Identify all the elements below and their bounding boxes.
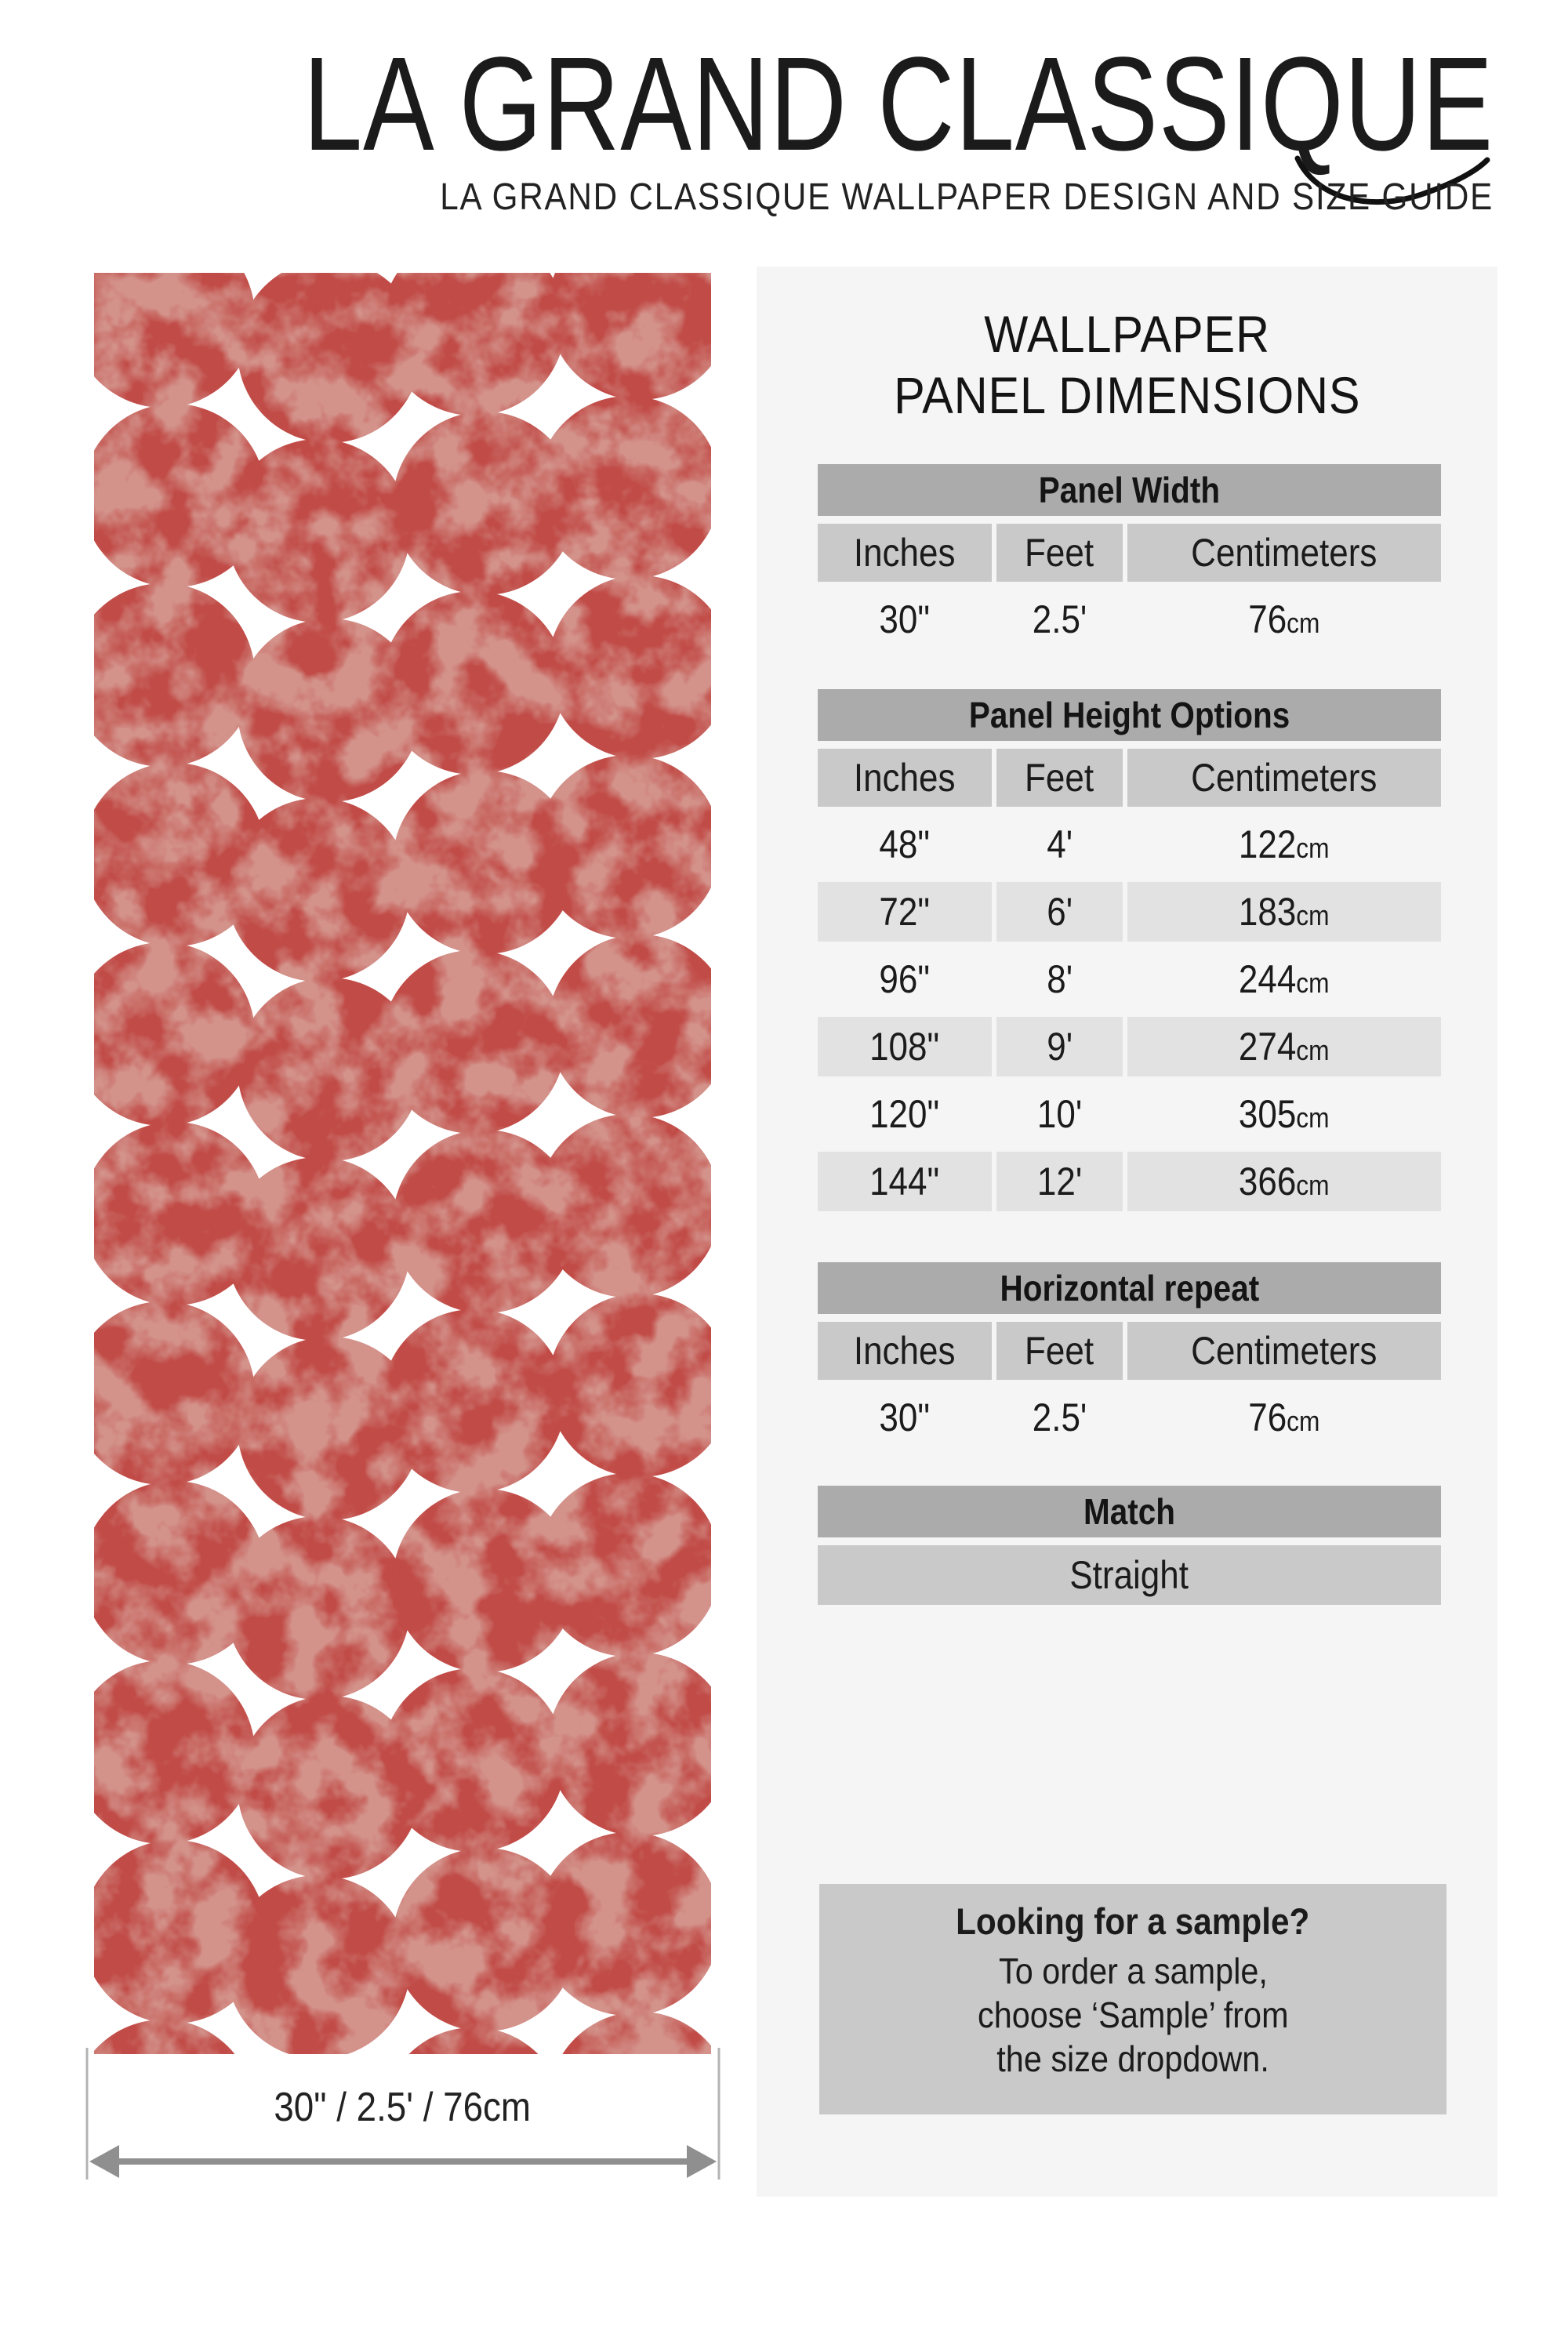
panel-height-column-headers: Inches Feet Centimeters — [818, 749, 1441, 807]
column-header-feet: Feet — [996, 1322, 1123, 1380]
brand-title: LA GRAND CLASSIQUE — [303, 30, 1494, 179]
wallpaper-pattern-panel — [94, 273, 711, 2054]
panel-width-table: Panel Width Inches Feet Centimeters 30" … — [818, 464, 1441, 649]
table-row: 144" 12' 366cm — [818, 1152, 1441, 1211]
column-header-inches: Inches — [818, 1322, 992, 1380]
panel-heading-line1: WALLPAPER — [984, 305, 1270, 363]
wallpaper-pattern-svg — [94, 273, 711, 2054]
match-value-row: Straight — [818, 1545, 1441, 1605]
match-value: Straight — [818, 1545, 1441, 1605]
table-row: 96" 8' 244cm — [879, 957, 1330, 1001]
column-header-inches: Inches — [818, 749, 992, 807]
brand-subtitle: LA GRAND CLASSIQUE WALLPAPER DESIGN AND … — [440, 176, 1494, 218]
panel-width-value-row: 30" 2.5' 76cm — [818, 590, 1441, 649]
info-panel: WALLPAPER PANEL DIMENSIONS Panel Width I… — [757, 267, 1497, 2197]
table-row: 108" 9' 274cm — [818, 1017, 1441, 1076]
panel-width-header-bar: Panel Width — [818, 464, 1441, 516]
table-row: 72" 6' 183cm — [818, 882, 1441, 942]
column-header-centimeters: Centimeters — [1127, 524, 1441, 582]
panel-heading: WALLPAPER PANEL DIMENSIONS — [757, 304, 1497, 426]
horizontal-repeat-feet: 2.5' — [1032, 1396, 1087, 1439]
column-header-feet: Feet — [996, 524, 1123, 582]
panel-width-centimeters: 76cm — [1248, 597, 1320, 641]
title-swash-icon — [1294, 155, 1490, 205]
panel-heading-line2: PANEL DIMENSIONS — [893, 365, 1361, 424]
sample-box-line: the size dropdown. — [996, 2038, 1269, 2080]
match-header-bar: Match — [818, 1486, 1441, 1537]
match-table: Match Straight — [818, 1486, 1441, 1605]
panel-width-column-headers: Inches Feet Centimeters — [818, 524, 1441, 582]
horizontal-repeat-value-row: 30" 2.5' 76cm — [818, 1388, 1441, 1447]
table-row: 120" 10' 305cm — [869, 1092, 1330, 1136]
horizontal-repeat-table: Horizontal repeat Inches Feet Centimeter… — [818, 1262, 1441, 1447]
column-header-inches: Inches — [818, 524, 992, 582]
horizontal-repeat-centimeters: 76cm — [1248, 1396, 1320, 1439]
panel-width-feet: 2.5' — [1032, 597, 1087, 641]
panel-width-inches: 30" — [879, 597, 931, 641]
column-header-feet: Feet — [996, 749, 1123, 807]
width-dimension-arrow — [85, 2048, 720, 2180]
column-header-centimeters: Centimeters — [1127, 749, 1441, 807]
panel-height-table: Panel Height Options Inches Feet Centime… — [818, 689, 1441, 1211]
sample-box-title: Looking for a sample? — [956, 1900, 1310, 1942]
sample-box-line: choose ‘Sample’ from — [977, 1994, 1289, 2036]
sample-box-line: To order a sample, — [998, 1951, 1268, 1991]
sample-info-box: Looking for a sample? To order a sample,… — [819, 1884, 1446, 2114]
table-row: 48" 4' 122cm — [879, 822, 1330, 866]
horizontal-repeat-header-bar: Horizontal repeat — [818, 1262, 1441, 1314]
panel-height-header-bar: Panel Height Options — [818, 689, 1441, 741]
panel-width-dimension-label: 30" / 2.5' / 76cm — [274, 2085, 532, 2130]
column-header-centimeters: Centimeters — [1127, 1322, 1441, 1380]
horizontal-repeat-inches: 30" — [879, 1396, 931, 1439]
horizontal-repeat-column-headers: Inches Feet Centimeters — [818, 1322, 1441, 1380]
